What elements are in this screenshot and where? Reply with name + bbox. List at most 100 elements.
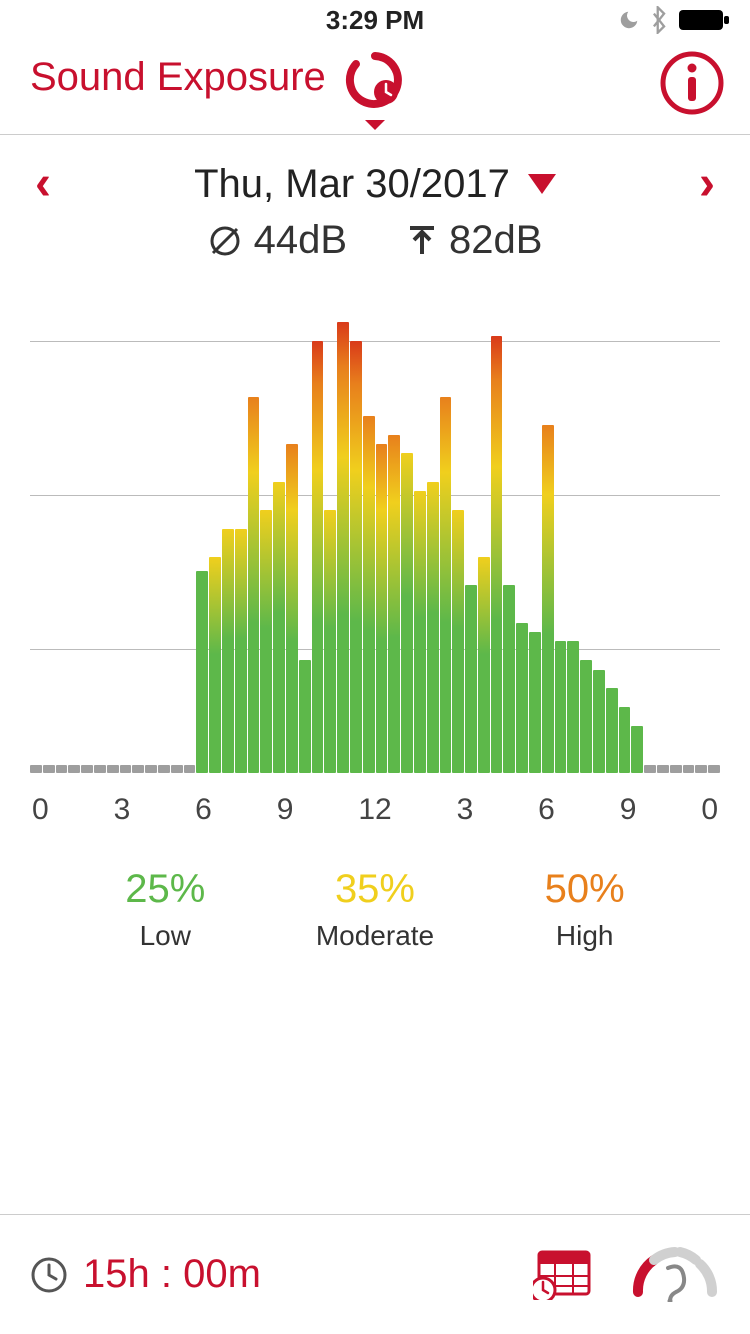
histogram-bar — [529, 632, 541, 773]
histogram-bar — [363, 416, 375, 773]
page-title: Sound Exposure — [30, 55, 326, 100]
histogram-bar — [273, 482, 285, 773]
x-tick: 9 — [277, 793, 294, 827]
histogram-bar — [120, 765, 132, 773]
chart-region: 0369123690 25%Low35%Moderate50%High — [0, 303, 750, 952]
histogram-bar — [43, 765, 55, 773]
histogram-bar — [184, 765, 196, 773]
status-time: 3:29 PM — [326, 5, 424, 36]
histogram-bar — [68, 765, 80, 773]
histogram-bar — [196, 571, 208, 773]
histogram-bar — [593, 670, 605, 773]
avg-icon — [208, 224, 242, 258]
prev-day-button[interactable]: ‹ — [35, 160, 51, 208]
duration-display[interactable]: 15h : 00m — [30, 1252, 261, 1297]
histogram-bar — [94, 765, 106, 773]
histogram-bar — [56, 765, 68, 773]
info-button[interactable] — [659, 50, 725, 121]
date-navigator: ‹ Thu, Mar 30/2017 › — [0, 135, 750, 218]
legend-label: Low — [125, 920, 205, 952]
histogram-bar — [516, 623, 528, 773]
histogram-bar — [158, 765, 170, 773]
histogram-bar — [465, 585, 477, 773]
histogram-bar — [337, 322, 349, 773]
histogram-bar — [657, 765, 669, 773]
status-icons — [618, 6, 730, 34]
sound-histogram — [30, 303, 720, 783]
histogram-bar — [107, 765, 119, 773]
histogram-bar — [580, 660, 592, 773]
x-tick: 12 — [358, 793, 391, 827]
histogram-bar — [312, 341, 324, 773]
histogram-bar — [555, 641, 567, 773]
histogram-bar — [670, 765, 682, 773]
status-bar: 3:29 PM — [0, 0, 750, 40]
calendar-button[interactable] — [533, 1244, 595, 1305]
histogram-bar — [695, 765, 707, 773]
histogram-bar — [324, 510, 336, 773]
x-tick: 6 — [538, 793, 555, 827]
next-day-button[interactable]: › — [699, 160, 715, 208]
peak-icon — [407, 224, 437, 258]
battery-icon — [678, 8, 730, 32]
histogram-bar — [145, 765, 157, 773]
histogram-bar — [388, 435, 400, 773]
histogram-bar — [619, 707, 631, 773]
stats-row: 44dB 82dB — [0, 218, 750, 303]
tracker-icon[interactable] — [340, 50, 410, 135]
legend: 25%Low35%Moderate50%High — [30, 867, 720, 952]
hearing-gauge-icon — [630, 1242, 720, 1302]
bluetooth-icon — [650, 6, 668, 34]
legend-item: 50% High — [545, 867, 625, 952]
histogram-bar — [567, 641, 579, 773]
histogram-bar — [260, 510, 272, 773]
moon-icon — [618, 9, 640, 31]
peak-stat: 82dB — [407, 218, 542, 263]
calendar-icon — [533, 1244, 595, 1300]
histogram-bar — [427, 482, 439, 773]
histogram-bar — [235, 529, 247, 773]
bars-container — [30, 303, 720, 773]
histogram-bar — [171, 765, 183, 773]
histogram-bar — [132, 765, 144, 773]
histogram-bar — [376, 444, 388, 773]
x-tick: 0 — [32, 793, 49, 827]
duration-text: 15h : 00m — [83, 1252, 261, 1297]
x-axis: 0369123690 — [30, 793, 720, 827]
histogram-bar — [452, 510, 464, 773]
x-tick: 3 — [457, 793, 474, 827]
histogram-bar — [350, 341, 362, 773]
histogram-bar — [644, 765, 656, 773]
histogram-bar — [491, 336, 503, 773]
date-selector[interactable]: Thu, Mar 30/2017 — [194, 162, 556, 207]
app-header: Sound Exposure — [0, 40, 750, 135]
histogram-bar — [606, 688, 618, 773]
avg-value: 44dB — [254, 218, 347, 263]
histogram-bar — [683, 765, 695, 773]
histogram-bar — [286, 444, 298, 773]
x-tick: 6 — [195, 793, 212, 827]
legend-label: High — [545, 920, 625, 952]
legend-item: 25%Low — [125, 867, 205, 952]
date-label-text: Thu, Mar 30/2017 — [194, 162, 510, 207]
x-tick: 9 — [620, 793, 637, 827]
histogram-bar — [440, 397, 452, 773]
footer-bar: 15h : 00m — [0, 1214, 750, 1334]
histogram-bar — [478, 557, 490, 773]
dropdown-icon — [528, 174, 556, 194]
peak-value: 82dB — [449, 218, 542, 263]
histogram-bar — [414, 491, 426, 773]
histogram-bar — [299, 660, 311, 773]
histogram-bar — [30, 765, 42, 773]
histogram-bar — [209, 557, 221, 773]
x-tick: 3 — [114, 793, 131, 827]
histogram-bar — [631, 726, 643, 773]
histogram-bar — [81, 765, 93, 773]
histogram-bar — [542, 425, 554, 773]
histogram-bar — [708, 765, 720, 773]
hearing-gauge-button[interactable] — [630, 1242, 720, 1307]
legend-pct: 35% — [316, 867, 434, 912]
legend-pct: 50% — [545, 867, 625, 912]
histogram-bar — [248, 397, 260, 773]
histogram-bar — [401, 453, 413, 773]
